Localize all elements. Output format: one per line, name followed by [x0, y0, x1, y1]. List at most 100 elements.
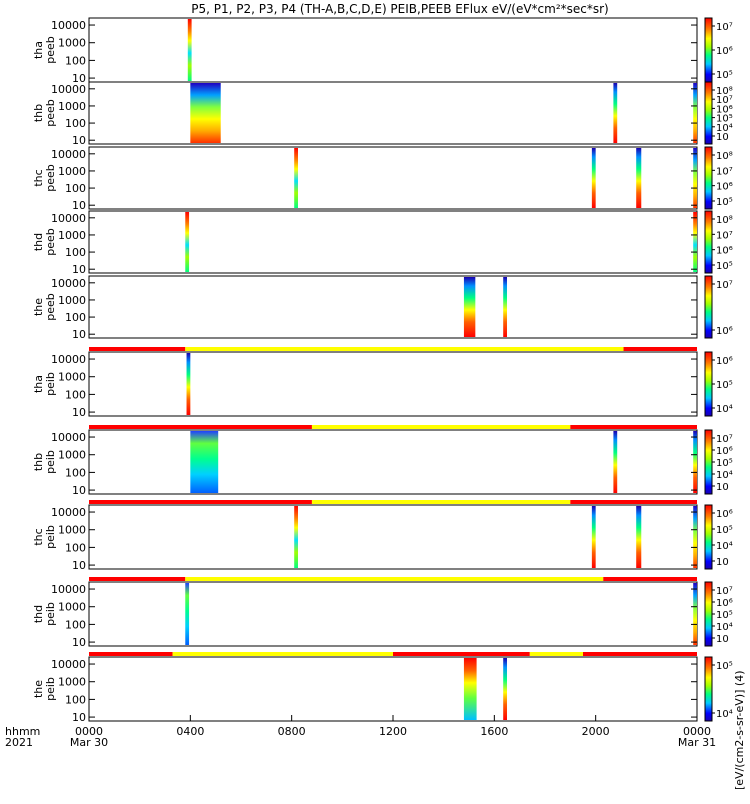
data-block	[592, 148, 596, 208]
colorbar-tick-label: 10⁶	[716, 46, 733, 57]
data-block	[693, 431, 697, 493]
mode-bar-segment	[89, 425, 312, 429]
panel-species-label: peeb	[44, 99, 57, 127]
x-axis-label-year: 2021	[5, 736, 33, 749]
data-block	[185, 212, 189, 272]
data-block	[503, 658, 507, 720]
colorbar-tick-label: 10⁵	[716, 380, 733, 391]
panel-species-label: peib	[44, 602, 57, 626]
plot-frame	[89, 352, 697, 416]
y-tick-label: 100	[65, 466, 86, 479]
x-tick-label: 0800	[278, 725, 306, 738]
y-tick-label: 10	[72, 263, 86, 276]
colorbar-tick-label: 10⁶	[716, 598, 733, 609]
colorbar-tick-label: 10⁴	[716, 622, 733, 633]
y-tick-label: 1000	[58, 524, 86, 537]
panel-species-label: peeb	[44, 36, 57, 64]
plot-frame	[89, 657, 697, 721]
y-tick-label: 10000	[51, 19, 86, 32]
panel-species-label: peib	[44, 372, 57, 396]
y-tick-label: 100	[65, 246, 86, 259]
colorbar-tick-label: 10⁷	[716, 230, 733, 241]
colorbar	[705, 505, 712, 569]
data-block	[693, 148, 697, 208]
colorbar-tick-label: 10⁸	[716, 215, 733, 226]
panel-the-peeb: 10 100 1000 10000 the peeb 10⁷ 10⁶	[32, 276, 733, 341]
panel-species-label: peeb	[44, 164, 57, 192]
colorbar-tick-label: 10⁶	[716, 182, 733, 193]
y-tick-label: 1000	[58, 601, 86, 614]
data-block	[693, 83, 697, 143]
x-tick-label: 1600	[480, 725, 508, 738]
y-tick-label: 100	[65, 541, 86, 554]
colorbar-tick-label: 10⁳	[716, 482, 729, 493]
mode-bar-segment	[185, 577, 603, 581]
y-tick-label: 10000	[51, 583, 86, 596]
x-tick-label: 1200	[379, 725, 407, 738]
colorbar	[705, 211, 712, 273]
y-tick-label: 10000	[51, 353, 86, 366]
y-tick-label: 10	[72, 559, 86, 572]
data-block	[613, 83, 617, 143]
data-block	[188, 19, 192, 81]
figure-title: P5, P1, P2, P3, P4 (TH-A,B,C,D,E) PEIB,P…	[191, 2, 608, 16]
plot-frame	[89, 505, 697, 569]
colorbar-tick-label: 10⁸	[716, 151, 733, 162]
plot-frame	[89, 18, 697, 82]
colorbar-tick-label: 10⁶	[716, 356, 733, 367]
colorbar-tick-label: 10⁵	[716, 70, 733, 81]
data-block	[294, 506, 298, 568]
data-block	[693, 583, 697, 645]
plot-frame	[89, 430, 697, 494]
colorbar-tick-label: 10⁳	[716, 634, 729, 645]
mode-bar-segment	[583, 652, 697, 656]
panel-tha-peeb: 10 100 1000 10000 tha peeb 10⁷ 10⁶ 10⁵	[32, 18, 733, 85]
y-tick-label: 10000	[51, 83, 86, 96]
colorbar-tick-label: 10⁶	[716, 246, 733, 257]
mode-bar-segment	[312, 500, 570, 504]
data-block	[464, 277, 475, 337]
colorbar-tick-label: 10⁵	[716, 525, 733, 536]
colorbar	[705, 82, 712, 144]
data-block	[294, 148, 298, 208]
colorbar-tick-label: 10⁷	[716, 434, 733, 445]
y-tick-label: 10	[72, 328, 86, 341]
y-tick-label: 10000	[51, 148, 86, 161]
colorbar	[705, 582, 712, 646]
data-block	[592, 506, 596, 568]
panel-thd-peib: 10 100 1000 10000 thd peib 10⁷10⁶10⁵10⁴10⁳	[32, 577, 733, 649]
x-tick-date: Mar 30	[70, 736, 108, 749]
panel-thd-peeb: 10100100010000thd peeb10⁸10⁷10⁶10⁵	[32, 211, 733, 276]
panel-thc-peeb: 10 100 1000 10000 thc peeb 10⁸ 10⁷ 10⁶ 10⁵	[32, 147, 733, 212]
data-block	[190, 431, 218, 493]
colorbar	[705, 352, 712, 416]
y-tick-label: 1000	[58, 676, 86, 689]
mode-bar-segment	[89, 652, 173, 656]
y-tick-label: 10	[72, 711, 86, 724]
data-block	[613, 431, 617, 493]
data-block	[693, 212, 697, 272]
panels-group: 10100100010000tha peeb10⁷10⁶10⁵1010010001…	[32, 18, 733, 724]
colorbar-tick-label: 10⁴	[716, 541, 733, 552]
panel-tha-peib: 10 100 1000 10000 tha peib 10⁶ 10⁵ 10⁴	[32, 347, 733, 419]
data-block	[503, 277, 507, 337]
colorbar-tick-label: 10⁵	[716, 458, 733, 469]
y-tick-label: 10	[72, 199, 86, 212]
mode-bar-segment	[570, 425, 697, 429]
panel-species-label: peib	[44, 450, 57, 474]
y-tick-label: 100	[65, 117, 86, 130]
data-block	[636, 506, 641, 568]
panel-thb-peeb: 10100100010000thb peeb10⁸10⁷10⁶10⁵10⁴10⁳	[32, 82, 733, 147]
mode-bar-segment	[393, 652, 530, 656]
y-tick-label: 10	[72, 636, 86, 649]
y-tick-label: 100	[65, 182, 86, 195]
mode-bar-segment	[185, 347, 623, 351]
panel-thc-peib: 10 100 1000 10000 thc peib 10⁶ 10⁵ 10⁴ 10⁳	[32, 500, 733, 572]
y-tick-label: 100	[65, 618, 86, 631]
plot-frame	[89, 276, 697, 338]
colorbar-tick-label: 10⁴	[716, 709, 733, 720]
data-block	[464, 658, 477, 720]
colorbar-tick-label: 10⁷	[716, 280, 733, 291]
x-tick-label: 0400	[176, 725, 204, 738]
